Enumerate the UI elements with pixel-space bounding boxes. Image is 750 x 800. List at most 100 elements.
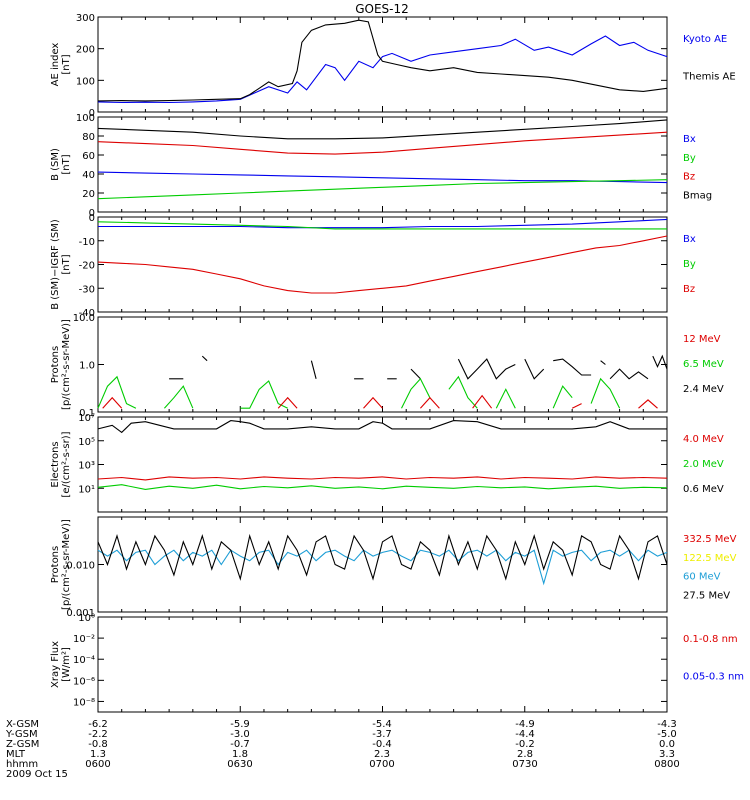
legend-entry: Kyoto AE <box>683 34 727 45</box>
series-line <box>410 368 421 380</box>
y-axis-label-line: [nT] <box>61 54 72 74</box>
y-axis-label-line: Protons <box>50 346 61 383</box>
footer-value: -4.9 <box>515 719 535 730</box>
footer-value: -2.2 <box>88 729 108 740</box>
series-line <box>652 354 668 370</box>
series-line <box>201 355 208 362</box>
y-axis-label-line: [p/(cm²-s-sr-MeV)] <box>61 319 72 410</box>
footer-value: -0.4 <box>372 739 392 750</box>
y-tick-label: 200 <box>76 45 95 56</box>
legend-entry: Bz <box>683 284 695 295</box>
y-axis-label: Xray Flux[W/m²] <box>50 641 72 688</box>
footer-value: 1.8 <box>232 749 248 760</box>
legend-entry: Bmag <box>683 190 712 201</box>
series-line <box>97 221 667 230</box>
series-line <box>553 358 592 376</box>
y-tick-label: 10⁻² <box>73 634 95 645</box>
y-tick-label: 0 <box>89 208 95 219</box>
legend-entry: By <box>683 153 696 164</box>
series-line <box>609 368 649 380</box>
series-line <box>448 375 478 409</box>
series-line <box>552 385 573 409</box>
series-line <box>97 484 668 490</box>
y-tick-label: 10.0 <box>73 313 95 324</box>
footer-row-label: Z-GSM <box>6 739 39 750</box>
footer-value: -0.2 <box>515 739 535 750</box>
series-line <box>310 360 317 379</box>
series-line <box>401 377 431 409</box>
y-tick-label: 100 <box>76 76 95 87</box>
panel-frame <box>97 16 668 113</box>
y-axis-label: B (SM)[nT] <box>50 148 72 181</box>
y-axis-label-line: [nT] <box>61 154 72 174</box>
y-axis-label: Electrons[e/(cm²-s-sr)] <box>50 431 72 497</box>
series-line <box>97 533 668 581</box>
y-tick-label: -10 <box>79 237 95 248</box>
footer-value: 2.8 <box>517 749 533 760</box>
y-axis-label: AE index[nT] <box>50 43 72 87</box>
y-axis-label: B (SM)−IGRF (SM)[nT] <box>50 219 72 310</box>
y-axis-label-line: [W/m²] <box>61 647 72 682</box>
y-tick-label: 60 <box>82 151 95 162</box>
legend-entry: By <box>683 259 696 270</box>
y-axis-label: Protons[p/(cm²-s-sr-MeV)] <box>50 319 72 410</box>
legend-entry: 60 MeV <box>683 572 721 583</box>
footer-value: 2.3 <box>374 749 390 760</box>
legend-entry: 27.5 MeV <box>683 590 730 601</box>
footer-value: 3.3 <box>659 749 675 760</box>
series-line <box>97 549 668 586</box>
y-tick-label: -20 <box>79 261 95 272</box>
series-line <box>97 35 668 104</box>
series-line <box>97 119 668 140</box>
footer-value: -5.0 <box>657 729 677 740</box>
footer-value: -4.3 <box>657 719 677 730</box>
series-line <box>472 394 493 409</box>
y-tick-label: 0.001 <box>66 608 95 619</box>
series-line <box>97 375 137 409</box>
plot-title: GOES-12 <box>355 2 409 16</box>
series-line <box>97 235 668 294</box>
y-tick-label: 10³ <box>78 461 95 472</box>
footer-value: -5.4 <box>372 719 392 730</box>
footer-value: 0600 <box>85 759 110 770</box>
series-line <box>571 403 582 409</box>
series-line <box>97 171 668 184</box>
orbit-footer: X-GSM -6.2 -5.9 -5.4 -4.9 -4.3 Y-GSM -2.2 -3.0 -3… <box>5 719 680 780</box>
footer-value: 0730 <box>512 759 537 770</box>
legend-entry: 332.5 MeV <box>683 534 737 545</box>
series-line <box>240 380 288 409</box>
y-tick-label: 10⁻⁴ <box>73 655 95 666</box>
footer-date: 2009 Oct 15 <box>6 769 68 780</box>
footer-value: -4.4 <box>515 729 535 740</box>
y-tick-label: 0.010 <box>66 561 95 572</box>
footer-row-label: X-GSM <box>6 719 39 730</box>
footer-value: 0630 <box>227 759 252 770</box>
footer-row-label: MLT <box>6 749 26 760</box>
legend-entry: 0.05-0.3 nm <box>683 672 744 683</box>
y-tick-label: 10⁷ <box>78 413 95 424</box>
series-line <box>495 388 516 409</box>
legend-entry: 122.5 MeV <box>683 553 737 564</box>
footer-row-label: hhmm <box>6 759 38 770</box>
footer-value: 0700 <box>369 759 394 770</box>
footer-value: -0.8 <box>88 739 108 750</box>
series-line <box>97 19 668 102</box>
y-tick-label: 20 <box>82 189 95 200</box>
legend-entry: 0.6 MeV <box>683 484 724 495</box>
legend-entry: Bz <box>683 172 695 183</box>
legend-entry: 0.1-0.8 nm <box>683 634 738 645</box>
y-tick-label: 40 <box>82 170 95 181</box>
legend-entry: 2.4 MeV <box>683 384 724 395</box>
y-axis-label-line: AE index <box>50 43 61 87</box>
series-line <box>638 399 658 409</box>
footer-value: 0800 <box>654 759 679 770</box>
panel-frame <box>97 216 668 313</box>
legend-entry: Themis AE <box>682 72 736 83</box>
y-axis-label-line: [e/(cm²-s-sr)] <box>61 431 72 497</box>
series-line <box>97 179 668 200</box>
series-line <box>419 396 440 409</box>
